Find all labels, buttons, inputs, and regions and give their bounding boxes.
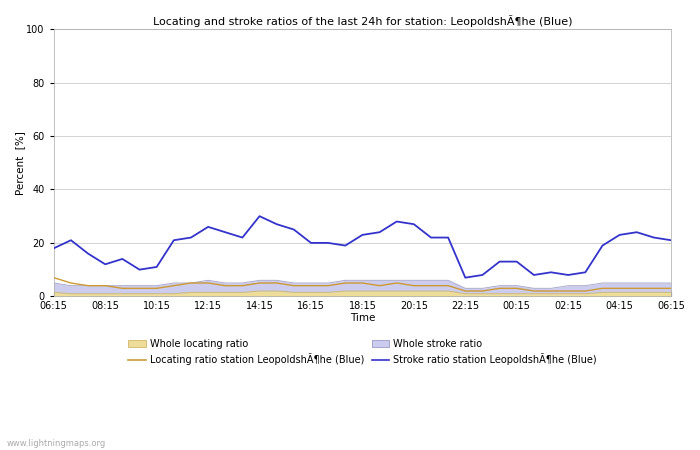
Y-axis label: Percent  [%]: Percent [%]: [15, 131, 25, 195]
Title: Locating and stroke ratios of the last 24h for station: LeopoldshÃ¶he (Blue): Locating and stroke ratios of the last 2…: [153, 15, 572, 27]
Text: www.lightningmaps.org: www.lightningmaps.org: [7, 439, 106, 448]
Legend: Whole locating ratio, Locating ratio station LeopoldshÃ¶he (Blue), Whole stroke : Whole locating ratio, Locating ratio sta…: [128, 339, 596, 365]
X-axis label: Time: Time: [350, 313, 375, 323]
